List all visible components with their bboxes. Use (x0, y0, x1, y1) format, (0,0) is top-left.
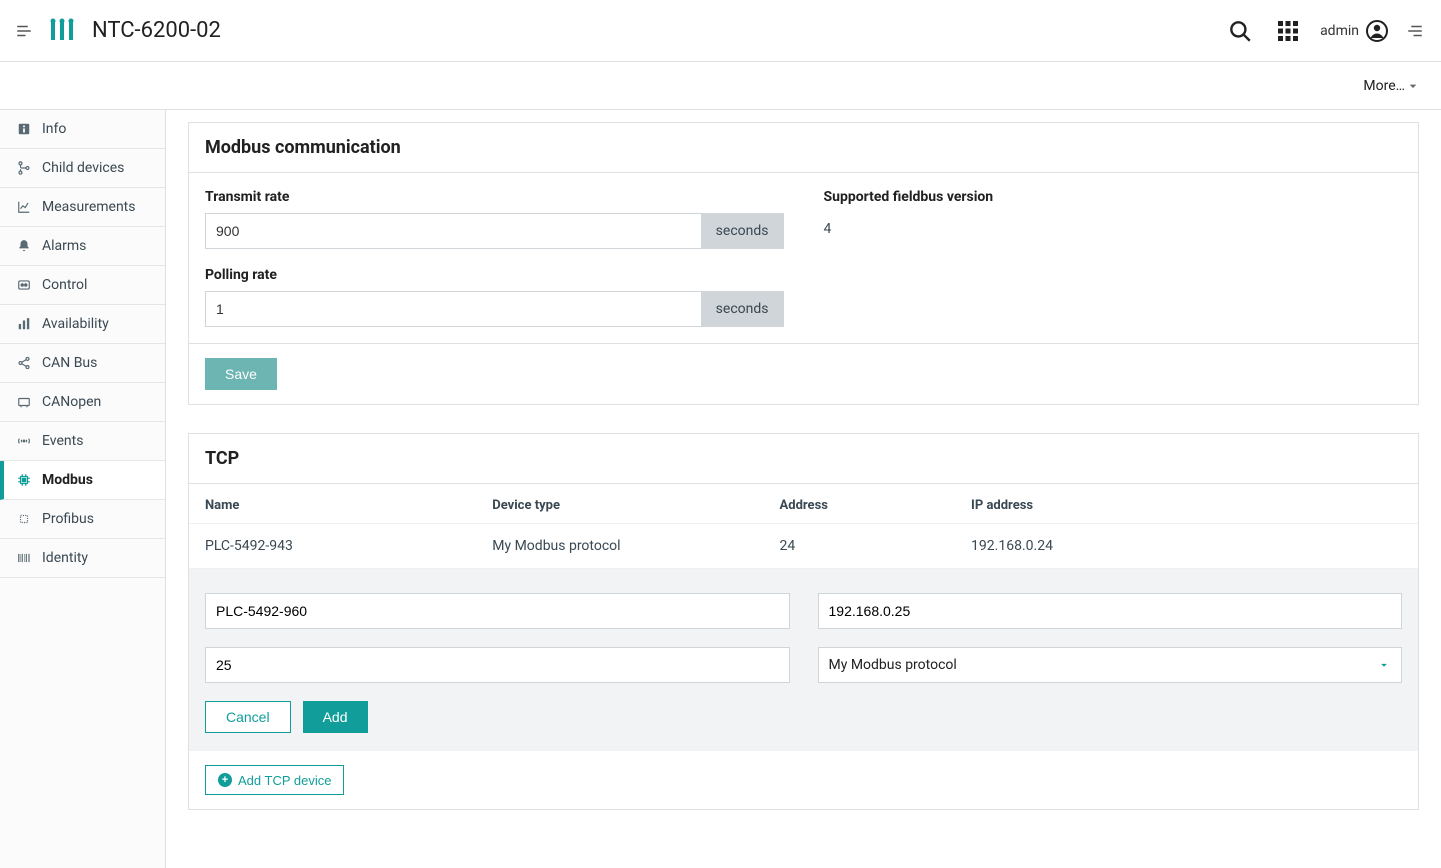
chip-dashed-icon (14, 512, 34, 526)
tcp-add-form: My Modbus protocol Cancel Add (189, 569, 1418, 751)
tcp-name-input[interactable] (205, 593, 790, 629)
polling-rate-input[interactable] (205, 291, 702, 327)
sidebar-item-label: Child devices (42, 160, 124, 176)
sidebar-item-label: Profibus (42, 511, 94, 527)
sidebar-item-identity[interactable]: Identity (0, 539, 165, 578)
plus-circle-icon: + (218, 773, 232, 787)
user-label: admin (1320, 23, 1359, 39)
sidebar-item-events[interactable]: Events (0, 422, 165, 461)
main-content: Modbus communication Transmit rate secon… (166, 110, 1441, 868)
app-logo-icon (46, 15, 78, 47)
sidebar-item-label: CANopen (42, 394, 101, 410)
transmit-rate-label: Transmit rate (205, 189, 784, 205)
sidebar-item-canopen[interactable]: CANopen (0, 383, 165, 422)
sidebar-item-label: Alarms (42, 238, 86, 254)
cancel-button[interactable]: Cancel (205, 701, 291, 733)
tcp-col-address: Address (780, 498, 972, 513)
fieldbus-version-label: Supported fieldbus version (824, 189, 1403, 205)
info-icon (14, 122, 34, 136)
sidebar-item-info[interactable]: Info (0, 110, 165, 149)
share-icon (14, 356, 34, 370)
branch-icon (14, 161, 34, 175)
modbus-panel: Modbus communication Transmit rate secon… (188, 122, 1419, 405)
chevron-down-icon (1405, 78, 1421, 94)
topbar: NTC-6200-02 admin (0, 0, 1441, 62)
tcp-cell-name: PLC-5492-943 (205, 538, 492, 554)
tcp-col-name: Name (205, 498, 492, 513)
tcp-protocol-value: My Modbus protocol (829, 657, 957, 673)
sidebar-item-label: Identity (42, 550, 88, 566)
sidebar-item-label: Availability (42, 316, 109, 332)
user-menu[interactable]: admin (1320, 19, 1389, 43)
tcp-table-header: Name Device type Address IP address (189, 484, 1418, 524)
page-title: NTC-6200-02 (92, 18, 221, 43)
fieldbus-version-value: 4 (824, 213, 1403, 237)
sidebar-item-measurements[interactable]: Measurements (0, 188, 165, 227)
tcp-col-type: Device type (492, 498, 779, 513)
right-panel-toggle-icon[interactable] (1397, 7, 1433, 55)
add-tcp-device-label: Add TCP device (238, 773, 331, 788)
chart-line-icon (14, 200, 34, 214)
tcp-col-ip: IP address (971, 498, 1402, 513)
control-icon (14, 278, 34, 292)
save-button[interactable]: Save (205, 358, 277, 390)
tcp-protocol-select[interactable]: My Modbus protocol (818, 647, 1403, 683)
more-label: More… (1363, 78, 1405, 94)
sidebar-item-child-devices[interactable]: Child devices (0, 149, 165, 188)
sidebar-item-label: Control (42, 277, 87, 293)
tcp-cell-ip: 192.168.0.24 (971, 538, 1402, 554)
sidebar-item-label: Modbus (42, 472, 93, 488)
sidebar-item-profibus[interactable]: Profibus (0, 500, 165, 539)
apps-grid-icon[interactable] (1264, 7, 1312, 55)
search-icon[interactable] (1216, 7, 1264, 55)
modbus-panel-title: Modbus communication (189, 123, 1418, 173)
sidebar-item-canbus[interactable]: CAN Bus (0, 344, 165, 383)
tcp-panel: TCP Name Device type Address IP address … (188, 433, 1419, 810)
secondary-bar: More… (0, 62, 1441, 110)
sidebar-item-label: Measurements (42, 199, 135, 215)
barcode-icon (14, 551, 34, 565)
transmit-rate-input[interactable] (205, 213, 702, 249)
user-avatar-icon (1365, 19, 1389, 43)
polling-rate-label: Polling rate (205, 267, 784, 283)
bell-icon (14, 239, 34, 253)
sidebar-item-label: CAN Bus (42, 355, 97, 371)
tcp-cell-address: 24 (780, 538, 972, 554)
sidebar-item-alarms[interactable]: Alarms (0, 227, 165, 266)
sidebar-item-label: Info (42, 121, 66, 137)
more-menu[interactable]: More… (1363, 78, 1421, 94)
sidebar-item-modbus[interactable]: Modbus (0, 461, 165, 500)
tcp-ip-input[interactable] (818, 593, 1403, 629)
sidebar-item-availability[interactable]: Availability (0, 305, 165, 344)
device-icon (14, 395, 34, 409)
add-tcp-device-button[interactable]: + Add TCP device (205, 765, 344, 795)
tcp-panel-title: TCP (189, 434, 1418, 484)
polling-rate-unit: seconds (702, 291, 784, 327)
tcp-address-input[interactable] (205, 647, 790, 683)
signal-icon (14, 434, 34, 448)
add-button[interactable]: Add (303, 701, 368, 733)
sidebar-item-label: Events (42, 433, 83, 449)
tcp-table-row[interactable]: PLC-5492-943 My Modbus protocol 24 192.1… (189, 524, 1418, 569)
chip-icon (14, 473, 34, 487)
bars-icon (14, 317, 34, 331)
sidebar-item-control[interactable]: Control (0, 266, 165, 305)
menu-toggle-icon[interactable] (8, 15, 40, 47)
chevron-down-icon (1377, 658, 1391, 672)
tcp-cell-type: My Modbus protocol (492, 538, 779, 554)
sidebar: Info Child devices Measurements Alarms C… (0, 110, 166, 868)
transmit-rate-unit: seconds (702, 213, 784, 249)
